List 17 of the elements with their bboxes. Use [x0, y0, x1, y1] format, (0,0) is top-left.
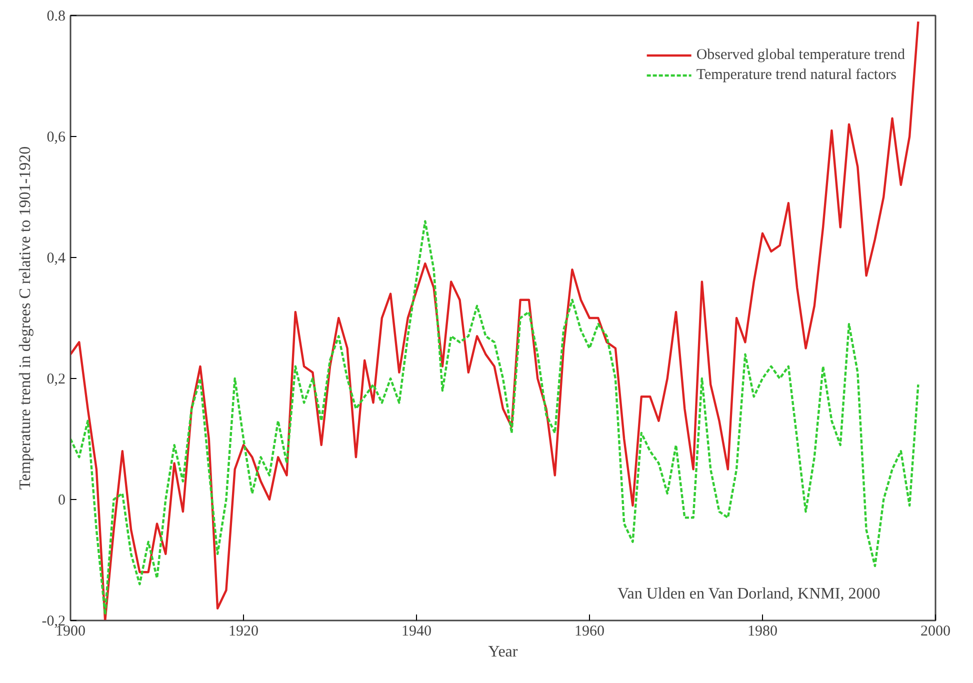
x-tick-label: 2000: [920, 624, 950, 640]
y-tick-label: 0.8: [46, 8, 66, 24]
y-tick-label: 0,2: [46, 372, 66, 388]
y-axis-title: Temperature trend in degrees C relative to 1901-1920: [16, 146, 34, 490]
x-tick-label: 1940: [402, 624, 432, 640]
y-tick-label: 0,6: [46, 130, 66, 146]
x-tick-label: 1920: [228, 624, 258, 640]
x-tick-label: 1960: [574, 624, 604, 640]
x-axis-title: Year: [488, 644, 518, 660]
x-tick-label: 1980: [748, 624, 778, 640]
legend-label: Observed global temperature trend: [696, 46, 905, 64]
y-tick-label: 0,4: [46, 250, 66, 266]
annotation: Van Ulden en Van Dorland, KNMI, 2000: [617, 586, 880, 602]
y-tick-label: 0: [58, 492, 66, 508]
line-series: [70, 20, 920, 620]
line-series: [70, 220, 920, 616]
legend-label: Temperature trend natural factors: [696, 66, 896, 84]
